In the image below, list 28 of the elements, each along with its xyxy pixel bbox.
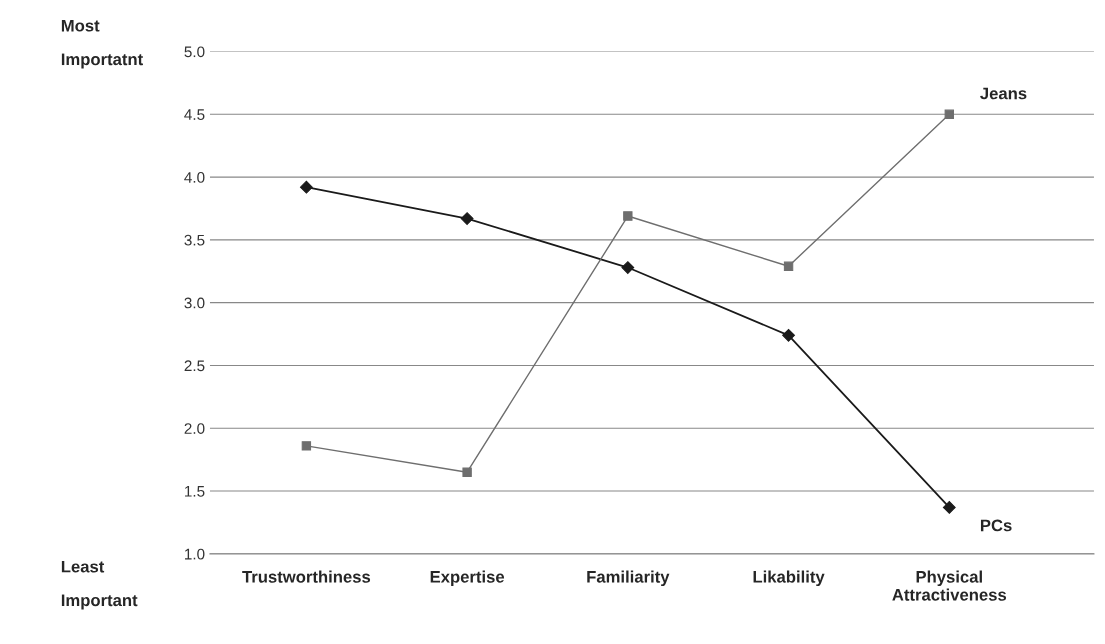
- point: [942, 500, 956, 514]
- series-label: Jeans: [980, 87, 1027, 100]
- y-tick-label: 5.0: [184, 46, 205, 58]
- point: [301, 441, 312, 451]
- x-tick-label: Familiarity: [587, 570, 670, 587]
- point: [299, 180, 313, 194]
- point: [782, 328, 795, 342]
- y-tick-label: 3.0: [184, 297, 205, 309]
- x-tick-label: Expertise: [430, 570, 505, 587]
- x-tick-label: Physical Attractiveness: [892, 570, 1007, 601]
- point: [623, 211, 633, 221]
- x-tick-label: Likability: [753, 570, 825, 587]
- point: [783, 261, 794, 271]
- point: [460, 212, 474, 225]
- text: Least Important: [61, 560, 138, 610]
- y-tick-label: 1.5: [185, 486, 205, 497]
- series-label: PCs: [980, 519, 1012, 532]
- point: [944, 109, 954, 119]
- y-tick-label: 3.5: [184, 234, 205, 246]
- y-tick-label: 4.0: [184, 171, 205, 183]
- point: [621, 261, 635, 274]
- y-tick-label: 2.5: [184, 360, 205, 372]
- point: [462, 467, 472, 477]
- y-tick-label: 1.0: [185, 548, 205, 560]
- x-tick-label: Trustworthiness: [242, 570, 371, 583]
- y-tick-label: 4.5: [184, 109, 205, 120]
- y-tick-label: 2.0: [184, 423, 205, 434]
- text: Most Importatnt: [61, 19, 143, 69]
